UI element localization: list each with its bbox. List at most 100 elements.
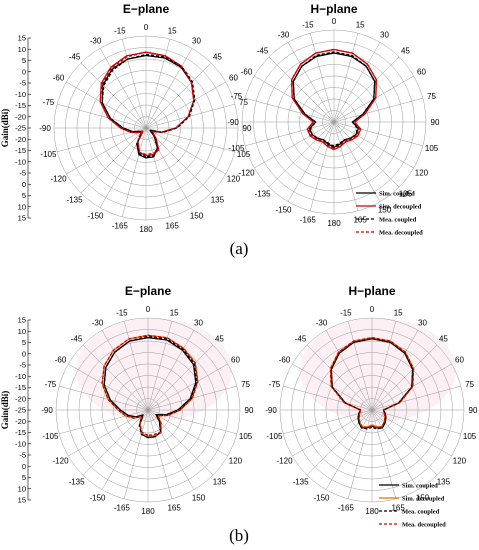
series-line-3 — [101, 334, 199, 436]
angle-tick-label: 135 — [211, 195, 225, 204]
grid-spoke — [306, 344, 373, 411]
angle-tick-label: -150 — [313, 493, 330, 502]
grid-spoke — [245, 97, 335, 123]
radial-tick-label: 10 — [18, 327, 26, 336]
grid-spoke — [147, 344, 214, 411]
radial-tick-label: -15 — [15, 101, 26, 110]
grid-spoke — [145, 127, 226, 175]
angle-tick-label: -105 — [40, 150, 57, 159]
radial-tick-label: -10 — [15, 157, 26, 166]
angle-tick-label: -60 — [55, 356, 67, 365]
angle-tick-label: 135 — [399, 189, 413, 198]
series-line-0 — [103, 336, 197, 439]
angle-tick-label: 180 — [327, 219, 341, 228]
angle-tick-label: 60 — [455, 356, 464, 365]
polar-chart-b-e-plane: -165-150-135-120-105-90-75-60-45-30-15 0 1… — [0, 284, 254, 516]
radial-tick-label: 15 — [18, 34, 26, 43]
radial-tick-label: 0 — [22, 67, 26, 76]
radial-tick-label: -5 — [19, 451, 26, 460]
grid-spoke — [347, 321, 373, 411]
grid-spoke — [66, 81, 147, 129]
angle-tick-label: -30 — [278, 31, 290, 40]
angle-tick-label: 60 — [229, 74, 238, 83]
radial-tick-label: -10 — [15, 372, 26, 381]
grid-spoke — [371, 344, 438, 411]
angle-tick-label: -90 — [227, 118, 239, 127]
radial-tick-label: -10 — [15, 90, 26, 99]
grid-spoke — [245, 121, 335, 147]
radial-tick-label: 15 — [18, 496, 26, 505]
series-line-0 — [101, 54, 195, 159]
radial-tick-label: -15 — [15, 428, 26, 437]
chart-title: E−plane — [125, 284, 172, 298]
angle-tick-label: 105 — [425, 144, 439, 153]
angle-tick-label: -120 — [53, 457, 70, 466]
grid-spoke — [292, 409, 373, 457]
angle-tick-label: -45 — [257, 47, 269, 56]
grid-spoke — [268, 56, 335, 123]
angle-tick-label: -15 — [114, 26, 126, 35]
grid-spoke — [283, 385, 373, 411]
angle-tick-label: 90 — [469, 406, 478, 415]
radial-tick-label: 5 — [22, 191, 26, 200]
angle-tick-label: 165 — [391, 504, 405, 513]
radial-tick-label: -20 — [15, 112, 26, 121]
series-line-2 — [330, 338, 414, 430]
grid-spoke — [287, 121, 335, 202]
grid-spoke — [145, 81, 226, 129]
grid-spoke — [147, 409, 228, 457]
legend-label: Mea. coupled — [379, 216, 417, 223]
angle-tick-label: 120 — [227, 175, 241, 184]
grid-spoke — [333, 121, 359, 211]
grid-spoke — [147, 409, 214, 476]
angle-tick-label: -135 — [67, 195, 84, 204]
y-axis-label: Gain(dBi) — [0, 391, 10, 430]
angle-tick-label: -15 — [116, 308, 128, 317]
angle-tick-label: 0 — [144, 23, 149, 32]
radial-tick-label: -15 — [15, 146, 26, 155]
angle-tick-label: 90 — [243, 124, 252, 133]
grid-spoke — [147, 330, 195, 411]
angle-tick-label: 45 — [213, 53, 222, 62]
radial-tick-label: -5 — [19, 79, 26, 88]
legend-label: Sim. decoupled — [402, 495, 445, 502]
radial-tick-label: 15 — [18, 214, 26, 223]
angle-tick-label: 30 — [194, 319, 203, 328]
angle-tick-label: 15 — [356, 20, 365, 29]
grid-spoke — [99, 48, 147, 129]
radial-tick-label: -25 — [15, 406, 26, 415]
angle-tick-label: 45 — [439, 335, 448, 344]
grid-spoke — [145, 103, 235, 129]
angle-tick-label: 0 — [332, 17, 337, 26]
grid-spoke — [68, 363, 149, 411]
radial-tick-label: -25 — [15, 124, 26, 133]
angle-tick-label: 90 — [245, 406, 254, 415]
angle-tick-label: 60 — [231, 356, 240, 365]
angle-tick-label: 60 — [417, 68, 426, 77]
angle-tick-label: -120 — [239, 169, 256, 178]
angle-tick-label: -105 — [228, 144, 245, 153]
series-line-3 — [291, 48, 377, 150]
angle-tick-label: -60 — [53, 74, 65, 83]
radial-tick-label: -15 — [15, 383, 26, 392]
grid-spoke — [123, 409, 149, 499]
angle-tick-label: 120 — [453, 457, 467, 466]
chart-title: H−plane — [310, 2, 357, 16]
angle-tick-label: 75 — [241, 380, 250, 389]
angle-tick-label: -120 — [277, 457, 294, 466]
grid-spoke — [371, 330, 419, 411]
radial-tick-label: 15 — [18, 316, 26, 325]
caption-b: (b) — [229, 526, 249, 545]
chart-title: H−plane — [348, 284, 395, 298]
angle-tick-label: -105 — [42, 432, 59, 441]
radial-tick-label: -5 — [19, 361, 26, 370]
angle-tick-label: -90 — [265, 406, 277, 415]
grid-spoke — [59, 409, 149, 435]
angle-tick-label: 180 — [141, 507, 155, 516]
angle-tick-label: 105 — [239, 432, 253, 441]
grid-spoke — [306, 409, 373, 476]
angle-tick-label: -150 — [87, 211, 104, 220]
radial-tick-label: 10 — [18, 484, 26, 493]
grid-spoke — [82, 344, 149, 411]
